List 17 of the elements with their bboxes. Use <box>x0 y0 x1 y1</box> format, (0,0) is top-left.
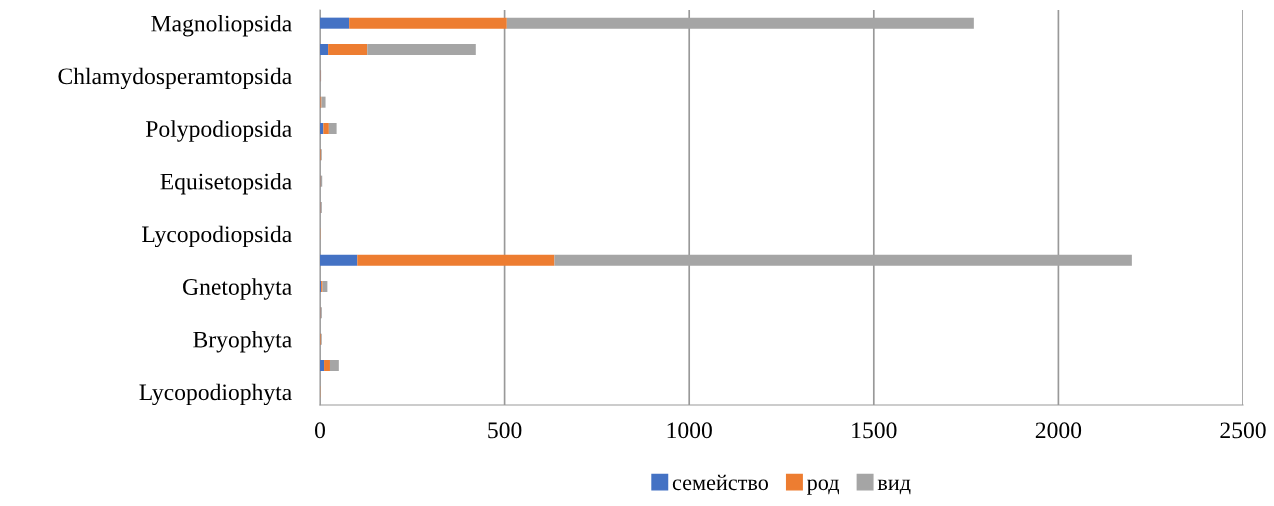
y-tick-label: Gnetophyta <box>183 278 292 300</box>
y-tick-label: Lycopodiophyta <box>139 383 292 406</box>
legend-label: вид <box>877 479 911 495</box>
y-tick-label: Equisetopsida <box>160 172 292 195</box>
legend-label: род <box>807 479 840 495</box>
x-tick-label: 2000 <box>1035 422 1082 439</box>
legend-label: семейство <box>672 474 769 491</box>
y-tick-label: Polypodiopsida <box>145 120 292 142</box>
x-tick-label: 1500 <box>852 422 897 439</box>
x-tick-label: 1000 <box>667 422 712 439</box>
y-tick-label: Chlamydosperamtopsida <box>58 67 292 90</box>
x-tick-label: 500 <box>488 422 522 439</box>
y-tick-label: Lycopodiopsida <box>142 225 292 248</box>
y-tick-label: Magnoliopsida <box>151 14 292 37</box>
y-tick-label: Bryophyta <box>193 330 292 353</box>
x-tick-label: 0 <box>315 422 325 439</box>
x-tick-label: 2500 <box>1220 422 1266 439</box>
